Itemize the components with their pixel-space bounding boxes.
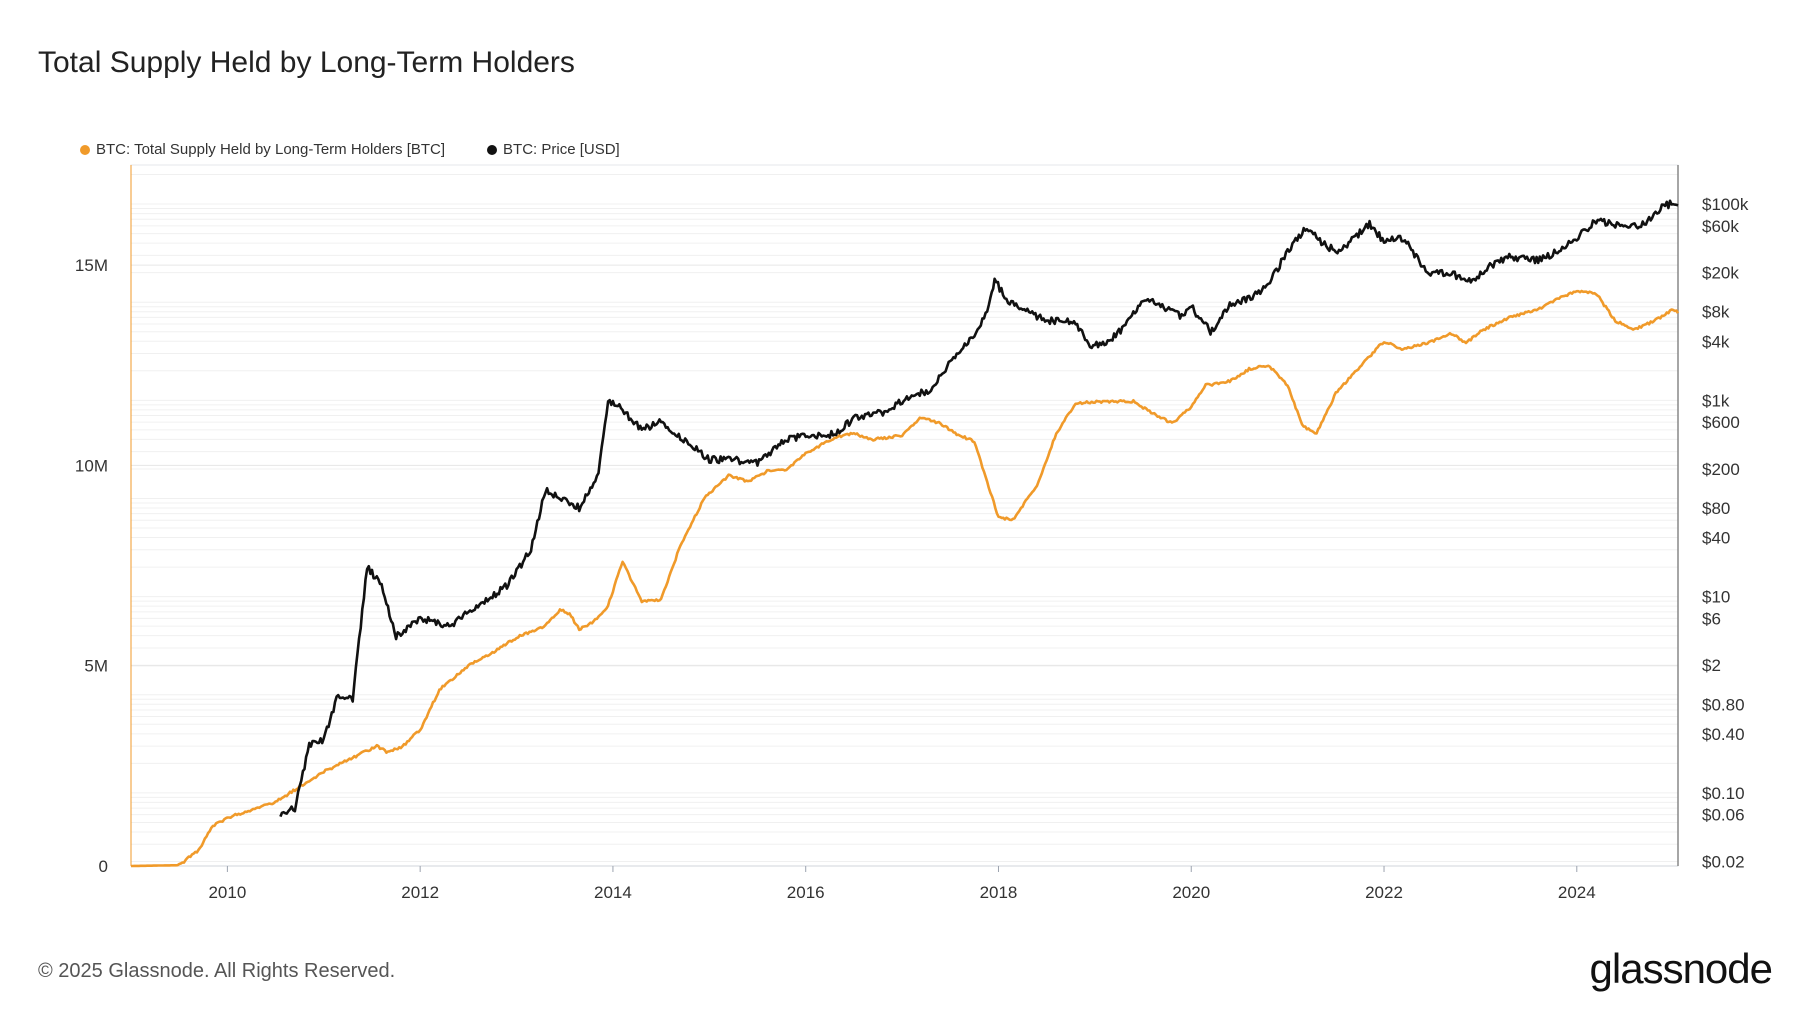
grid-lines [130, 164, 1679, 867]
x-tick-label: 2014 [594, 883, 632, 902]
legend-item-price[interactable]: BTC: Price [USD] [487, 141, 620, 158]
axes [130, 165, 1679, 872]
series-line-lth-supply [131, 289, 1680, 868]
y-right-tick-label: $2 [1702, 656, 1721, 675]
y-right-tick-label: $0.10 [1702, 784, 1745, 803]
y-right-tick-label: $60k [1702, 217, 1739, 236]
glassnode-logo: glassnode [1589, 945, 1773, 992]
x-tick-label: 2018 [980, 883, 1018, 902]
legend-dot-orange-icon [80, 144, 90, 155]
y-right-tick-label: $80 [1702, 499, 1730, 518]
y-left-tick-label: 15M [75, 256, 108, 275]
y-right-tick-label: $20k [1702, 264, 1739, 283]
x-tick-label: 2020 [1172, 883, 1210, 902]
plot-area [130, 164, 1679, 867]
x-tick-label: 2022 [1365, 883, 1403, 902]
y-left-tick-label: 10M [75, 456, 108, 475]
y-right-tick-label: $0.06 [1702, 806, 1745, 825]
series-layer [131, 199, 1680, 868]
y-right-tick-label: $4k [1702, 332, 1730, 351]
y-right-tick-label: $0.40 [1702, 725, 1745, 744]
y-right-tick-label: $200 [1702, 460, 1740, 479]
x-tick-label: 2016 [787, 883, 825, 902]
y-left-tick-label: 0 [99, 857, 108, 876]
legend-label-price: BTC: Price [USD] [503, 141, 620, 158]
y-right-tick-label: $100k [1702, 195, 1749, 214]
y-left-tick-label: 5M [84, 657, 108, 676]
y-right-tick-label: $0.02 [1702, 853, 1745, 872]
y-right-tick-label: $6 [1702, 609, 1721, 628]
legend-label-lth-supply: BTC: Total Supply Held by Long-Term Hold… [96, 141, 446, 158]
copyright-footer: © 2025 Glassnode. All Rights Reserved. [38, 960, 396, 982]
y-right-tick-label: $8k [1702, 303, 1730, 322]
series-line-price [279, 199, 1679, 818]
y-right-tick-label: $600 [1702, 413, 1740, 432]
y-right-tick-label: $1k [1702, 391, 1730, 410]
y-right-tick-label: $40 [1702, 529, 1730, 548]
x-tick-label: 2012 [401, 883, 439, 902]
chart-title: Total Supply Held by Long-Term Holders [38, 46, 575, 79]
legend-dot-black-icon [487, 144, 498, 155]
y-right-tick-label: $10 [1702, 588, 1730, 607]
legend: BTC: Total Supply Held by Long-Term Hold… [80, 141, 620, 158]
x-tick-label: 2024 [1558, 883, 1596, 902]
legend-item-lth-supply[interactable]: BTC: Total Supply Held by Long-Term Hold… [80, 141, 445, 158]
y-right-tick-label: $0.80 [1702, 695, 1745, 714]
tick-labels: 2010 2012 2014 2016 2018 2020 2022 2024 0 5M 10M 15… [75, 195, 1749, 902]
x-tick-label: 2010 [208, 883, 246, 902]
